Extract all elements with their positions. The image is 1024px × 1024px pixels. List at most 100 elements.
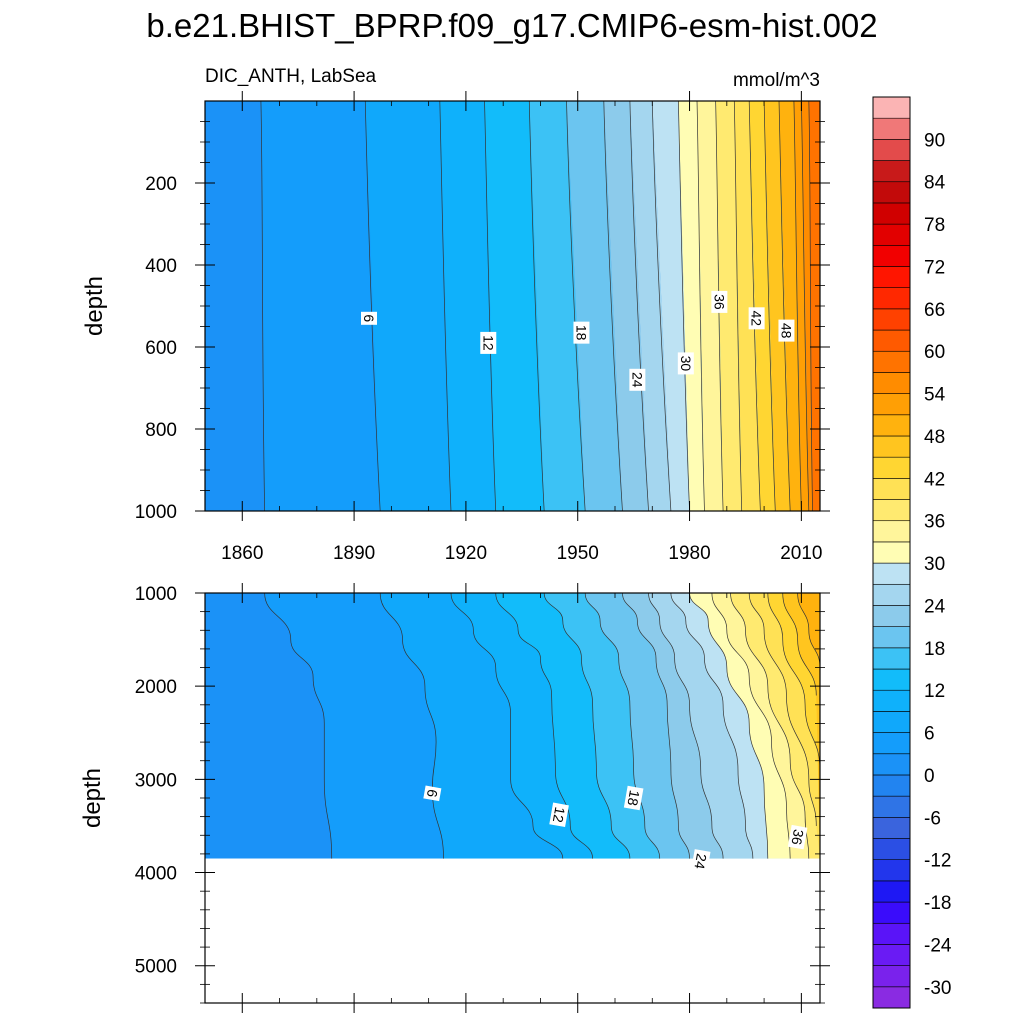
upper-contour-label-bg — [778, 319, 795, 342]
upper-contour-label-bg — [573, 321, 590, 344]
colorbar-swatch-57 — [872, 350, 911, 373]
lower-contour-3 — [264, 592, 333, 859]
upper-contour-33 — [696, 100, 705, 512]
lower-contour-42 — [767, 592, 821, 771]
colorbar-swatch-63 — [872, 308, 911, 331]
colorbar-label-60: 60 — [924, 342, 945, 363]
colorbar-label-30: 30 — [924, 554, 945, 575]
upper-subtitle-left: DIC_ANTH, LabSea — [205, 66, 377, 87]
colorbar-swatch-36 — [872, 499, 911, 522]
y-tick-label-1000: 1000 — [135, 584, 177, 605]
upper-fill-band-36 — [715, 101, 742, 511]
colorbar-label--30: -30 — [924, 978, 951, 999]
lower-panel-contour-labels: 6 12 18 24 36 — [423, 785, 808, 874]
colorbar-label-54: 54 — [924, 385, 946, 406]
upper-contour-39 — [733, 100, 743, 512]
upper-fill-band-45 — [764, 101, 791, 511]
upper-contour-42 — [748, 100, 761, 512]
colorbar-swatch--21 — [872, 901, 911, 924]
upper-contour-6 — [364, 100, 381, 512]
colorbar-swatch-90 — [872, 117, 911, 140]
upper-contour-label-42: 42 — [748, 307, 765, 330]
lower-panel-contour-lines — [264, 592, 821, 859]
lower-contour-36 — [730, 592, 810, 859]
colorbar-swatch-51 — [872, 393, 911, 416]
upper-contour-54 — [801, 100, 810, 512]
upper-contour-label-6: 6 — [361, 311, 377, 325]
colorbar-swatch--12 — [872, 838, 911, 860]
upper-contour-45 — [763, 100, 776, 512]
upper-fill-band-33 — [697, 101, 724, 511]
lower-panel-axes: 1000 2000 3000 4000 5000 — [135, 583, 830, 1013]
colorbar-swatch-69 — [872, 266, 911, 288]
lower-contour-label-bg — [690, 849, 711, 874]
upper-contour-label-24: 24 — [629, 368, 646, 391]
colorbar-label--6: -6 — [924, 808, 941, 829]
lower-contour-18 — [584, 592, 661, 859]
upper-contour-label-18: 18 — [573, 321, 590, 344]
upper-panel-contour-lines — [260, 100, 813, 512]
y-tick-label-800: 800 — [145, 420, 177, 441]
upper-y-axis-label: depth — [81, 276, 108, 336]
colorbar-swatch-42 — [872, 456, 911, 479]
y-tick-label-4000: 4000 — [135, 864, 177, 885]
colorbar-label-18: 18 — [924, 639, 945, 660]
colorbar-swatch-66 — [872, 287, 911, 310]
upper-contour-27 — [651, 100, 672, 512]
upper-fill-band-27 — [652, 101, 690, 511]
colorbar-swatch-78 — [872, 202, 911, 225]
colorbar-swatch-87 — [872, 139, 911, 161]
lower-contour-label-text: 24 — [691, 852, 709, 870]
x-tick-label-1980: 1980 — [668, 543, 710, 564]
lower-contour-9 — [450, 592, 564, 859]
lower-contour-label-6: 6 — [423, 785, 442, 802]
colorbar-label-12: 12 — [924, 681, 945, 702]
upper-contour-24 — [629, 100, 649, 512]
lower-contour-label-bg — [787, 824, 808, 850]
lower-contour-48 — [797, 592, 821, 668]
colorbar-swatch-6 — [872, 711, 911, 733]
upper-contour-label-bg — [677, 352, 694, 375]
colorbar-swatch-81 — [872, 181, 911, 204]
x-tick-label-1860: 1860 — [221, 543, 263, 564]
upper-fill-band-42 — [749, 101, 776, 511]
y-tick-label-1000: 1000 — [135, 502, 177, 523]
lower-contour-label-24: 24 — [690, 849, 711, 874]
colorbar-label-24: 24 — [924, 596, 946, 617]
lower-contour-label-bg — [549, 802, 569, 827]
lower-contour-label-12: 12 — [549, 802, 569, 827]
lower-contour-39 — [748, 592, 817, 826]
upper-contour-label-text: 18 — [573, 325, 589, 341]
colorbar-swatch-9 — [872, 689, 911, 712]
colorbar-swatch-72 — [872, 245, 911, 267]
upper-contour-label-text: 48 — [778, 323, 794, 339]
x-tick-label-1920: 1920 — [445, 543, 487, 564]
upper-fill-band-18 — [566, 101, 623, 511]
colorbar: 908478726660544842363024181260-6-12-18-2… — [872, 96, 952, 1009]
lower-contour-label-bg — [423, 785, 442, 802]
upper-contour-48 — [778, 100, 791, 512]
colorbar-swatch-0 — [872, 753, 911, 776]
upper-fill-band-15 — [529, 101, 586, 511]
colorbar-label--24: -24 — [924, 935, 952, 956]
colorbar-label-90: 90 — [924, 130, 945, 151]
colorbar-swatch-84 — [872, 160, 911, 183]
colorbar-swatch-12 — [872, 668, 911, 691]
lower-contour-21 — [622, 592, 690, 859]
upper-contour-51 — [793, 100, 802, 512]
y-tick-label-5000: 5000 — [135, 957, 177, 978]
colorbar-swatch-48 — [872, 414, 911, 437]
colorbar-label-6: 6 — [924, 724, 935, 745]
x-tick-label-2010: 2010 — [780, 543, 822, 564]
colorbar-swatch--18 — [872, 880, 911, 903]
lower-contour-27 — [670, 592, 754, 859]
lower-panel-frame — [204, 592, 821, 1004]
upper-contour-label-48: 48 — [778, 319, 795, 342]
upper-contour-label-bg — [748, 307, 765, 330]
colorbar-label-48: 48 — [924, 427, 945, 448]
colorbar-swatch-54 — [872, 372, 911, 394]
lower-contour-label-text: 6 — [424, 788, 441, 799]
colorbar-swatch-18 — [872, 626, 911, 649]
colorbar-label-72: 72 — [924, 257, 945, 278]
